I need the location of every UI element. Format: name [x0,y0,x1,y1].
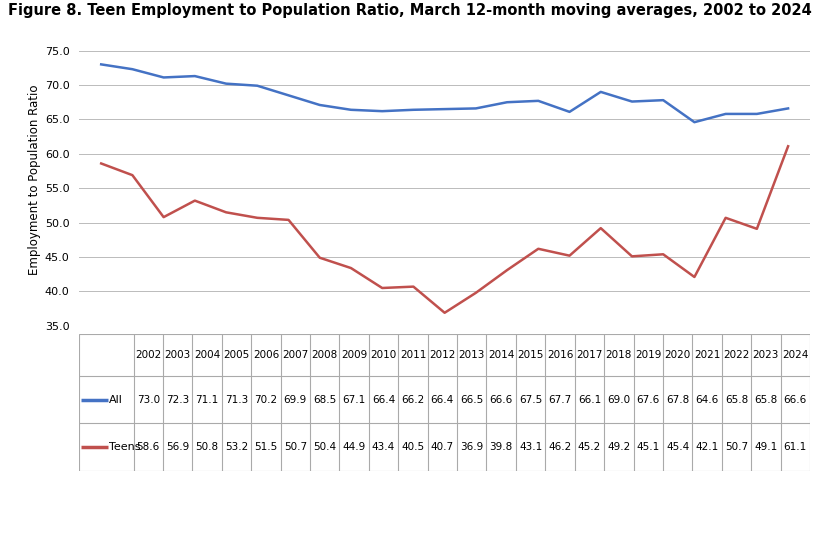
Text: 71.3: 71.3 [225,395,248,404]
Text: 2023: 2023 [752,350,779,360]
Text: 39.8: 39.8 [489,442,513,452]
Text: 43.1: 43.1 [519,442,542,452]
Text: 71.1: 71.1 [195,395,219,404]
Text: 40.5: 40.5 [402,442,424,452]
Text: 2022: 2022 [723,350,750,360]
Text: 2020: 2020 [665,350,691,360]
Text: 2013: 2013 [458,350,485,360]
Text: 49.1: 49.1 [754,442,777,452]
Text: 2010: 2010 [371,350,397,360]
Text: 67.1: 67.1 [342,395,366,404]
Text: 68.5: 68.5 [313,395,337,404]
Text: 67.8: 67.8 [666,395,689,404]
Text: 2006: 2006 [253,350,279,360]
Text: 36.9: 36.9 [460,442,483,452]
Text: 45.1: 45.1 [636,442,660,452]
Text: 50.8: 50.8 [195,442,219,452]
Text: 56.9: 56.9 [166,442,190,452]
Text: 67.6: 67.6 [636,395,660,404]
Text: 66.2: 66.2 [402,395,424,404]
Text: 42.1: 42.1 [696,442,719,452]
Text: 70.2: 70.2 [255,395,277,404]
Text: 2012: 2012 [429,350,456,360]
Text: 51.5: 51.5 [255,442,277,452]
Text: 2018: 2018 [605,350,632,360]
Text: Teens: Teens [109,442,140,452]
Text: 2019: 2019 [635,350,661,360]
Text: 2004: 2004 [194,350,220,360]
Text: 69.0: 69.0 [607,395,630,404]
Text: 69.9: 69.9 [284,395,307,404]
Text: 50.7: 50.7 [725,442,748,452]
Text: 2008: 2008 [311,350,338,360]
Text: 45.4: 45.4 [666,442,689,452]
Text: 58.6: 58.6 [137,442,160,452]
Text: 46.2: 46.2 [549,442,572,452]
Text: 2016: 2016 [547,350,573,360]
Text: 65.8: 65.8 [754,395,777,404]
Text: 66.4: 66.4 [431,395,454,404]
Text: 49.2: 49.2 [607,442,630,452]
Text: 40.7: 40.7 [431,442,454,452]
Text: 50.7: 50.7 [284,442,307,452]
Text: 2021: 2021 [694,350,721,360]
Text: 64.6: 64.6 [696,395,719,404]
Text: 66.5: 66.5 [460,395,483,404]
Text: 2011: 2011 [400,350,426,360]
Text: 2002: 2002 [135,350,161,360]
Text: All: All [109,395,123,404]
Text: 2017: 2017 [576,350,603,360]
Text: 67.7: 67.7 [549,395,572,404]
Text: 43.4: 43.4 [372,442,395,452]
Text: 2003: 2003 [164,350,191,360]
Text: 73.0: 73.0 [137,395,159,404]
Y-axis label: Employment to Population Ratio: Employment to Population Ratio [28,84,41,275]
Text: 67.5: 67.5 [519,395,542,404]
Text: 2024: 2024 [782,350,808,360]
Text: 2009: 2009 [341,350,367,360]
Text: 66.4: 66.4 [372,395,395,404]
Text: 66.1: 66.1 [578,395,601,404]
Text: 2007: 2007 [282,350,308,360]
Text: 44.9: 44.9 [342,442,366,452]
Text: 2014: 2014 [488,350,514,360]
Text: 72.3: 72.3 [166,395,190,404]
Text: 50.4: 50.4 [313,442,337,452]
Text: Figure 8. Teen Employment to Population Ratio, March 12-month moving averages, 2: Figure 8. Teen Employment to Population … [8,3,812,18]
Text: 45.2: 45.2 [578,442,601,452]
Text: 66.6: 66.6 [489,395,513,404]
Text: 66.6: 66.6 [783,395,807,404]
Text: 53.2: 53.2 [225,442,248,452]
Text: 2015: 2015 [518,350,544,360]
Text: 2005: 2005 [224,350,250,360]
Text: 61.1: 61.1 [783,442,807,452]
Text: 65.8: 65.8 [725,395,748,404]
